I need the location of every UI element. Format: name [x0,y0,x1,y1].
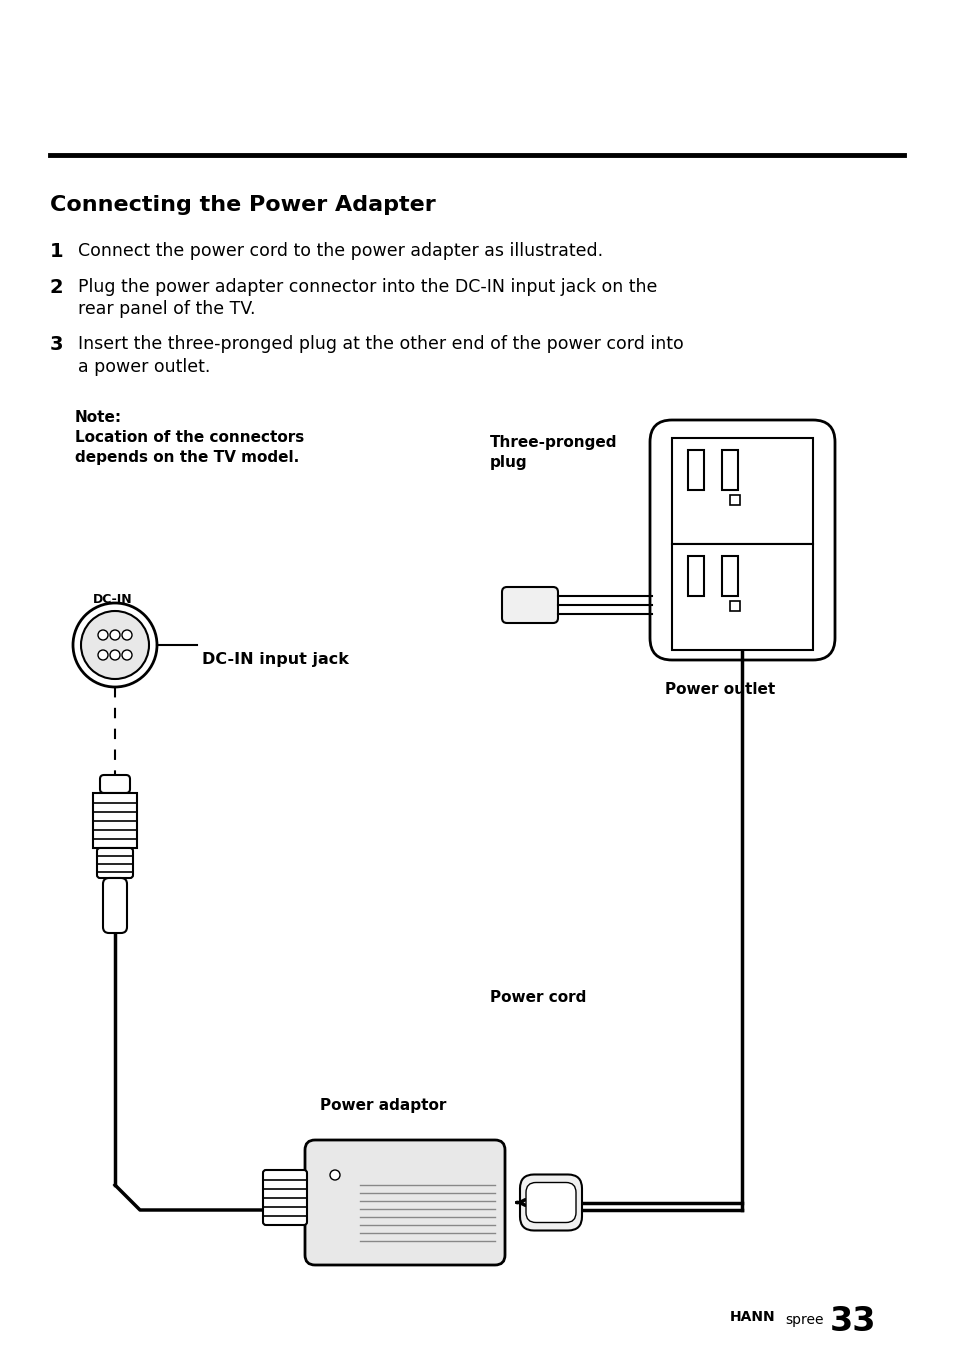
Text: 33: 33 [829,1305,876,1338]
FancyBboxPatch shape [263,1169,307,1225]
Text: Note:: Note: [75,410,122,425]
Text: 1: 1 [50,242,64,261]
Text: DC-IN input jack: DC-IN input jack [202,652,349,667]
Circle shape [81,611,149,679]
FancyBboxPatch shape [100,775,130,794]
Text: Three-pronged
plug: Three-pronged plug [490,435,617,469]
Bar [671,544,812,650]
Circle shape [98,650,108,660]
FancyBboxPatch shape [103,877,127,933]
Text: rear panel of the TV.: rear panel of the TV. [78,300,255,318]
Text: depends on the TV model.: depends on the TV model. [75,450,299,465]
Bar [729,495,740,506]
Circle shape [122,630,132,639]
FancyBboxPatch shape [525,1183,576,1222]
Text: DC-IN: DC-IN [92,594,132,606]
Circle shape [110,630,120,639]
FancyBboxPatch shape [649,420,834,660]
Text: 3: 3 [50,335,64,354]
Bar [721,556,738,596]
Text: Power adaptor: Power adaptor [319,1098,446,1113]
Circle shape [73,603,157,687]
Text: 2: 2 [50,279,64,297]
FancyBboxPatch shape [97,848,132,877]
FancyBboxPatch shape [501,587,558,623]
Bar [729,602,740,611]
Text: Location of the connectors: Location of the connectors [75,430,304,445]
Text: Plug the power adapter connector into the DC-IN input jack on the: Plug the power adapter connector into th… [78,279,657,296]
Text: Power cord: Power cord [490,990,586,1005]
Text: spree: spree [784,1313,822,1328]
Bar [687,556,703,596]
Circle shape [330,1169,339,1180]
Circle shape [110,650,120,660]
Bar [687,450,703,489]
Bar [721,450,738,489]
Circle shape [122,650,132,660]
Circle shape [98,630,108,639]
Text: Connecting the Power Adapter: Connecting the Power Adapter [50,195,436,215]
Text: Connect the power cord to the power adapter as illustrated.: Connect the power cord to the power adap… [78,242,602,260]
Bar [671,438,812,544]
Text: Insert the three-pronged plug at the other end of the power cord into: Insert the three-pronged plug at the oth… [78,335,683,353]
Bar [92,794,137,848]
FancyBboxPatch shape [519,1175,581,1230]
Text: a power outlet.: a power outlet. [78,358,211,376]
Text: Power outlet: Power outlet [664,681,775,698]
Text: HANN: HANN [729,1310,775,1324]
FancyBboxPatch shape [305,1140,504,1265]
